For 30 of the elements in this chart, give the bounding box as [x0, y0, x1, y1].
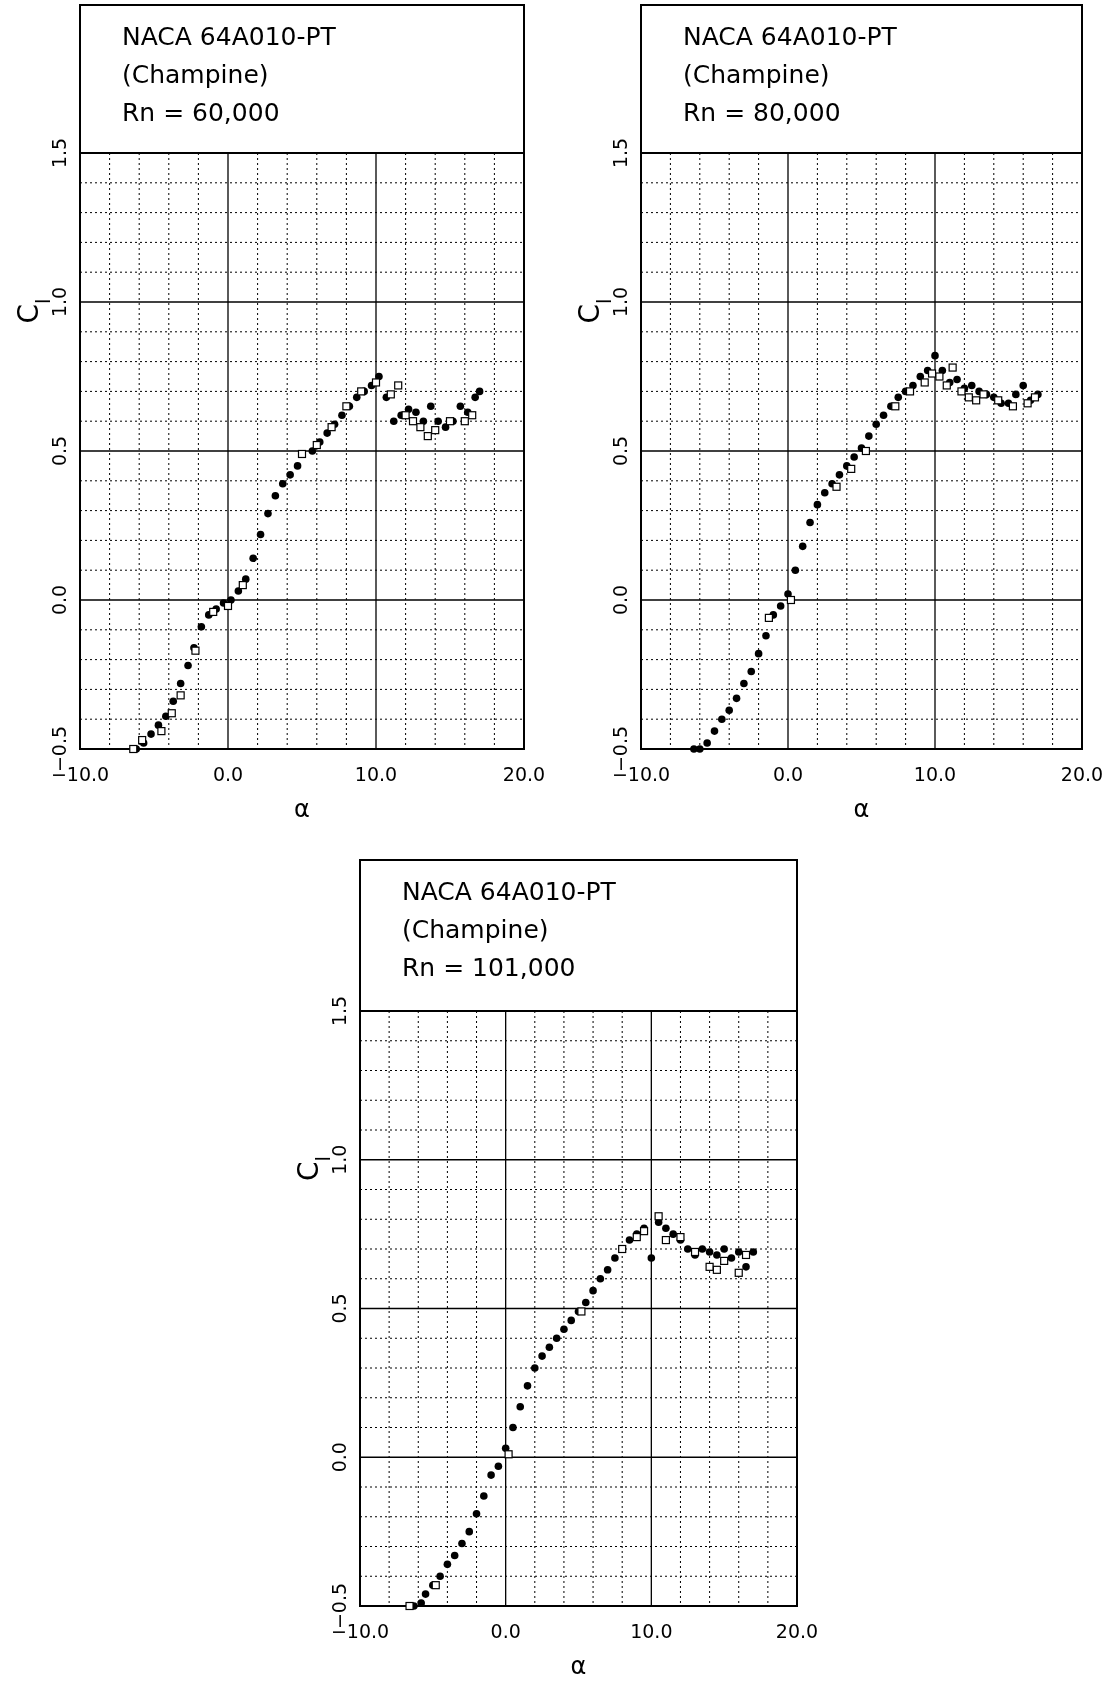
x-tick-label: 0.0	[490, 1620, 521, 1642]
y-tick-label: 1.5	[609, 137, 631, 169]
x-tick-label: 10.0	[913, 763, 957, 785]
y-tick-label: 0.5	[48, 435, 70, 467]
x-tick-label: 0.0	[772, 763, 804, 785]
chart-title: NACA 64A010-PT	[683, 22, 898, 51]
y-tick-label: 0.0	[609, 584, 631, 616]
x-axis-title: α	[853, 795, 870, 823]
x-axis-title: α	[570, 1652, 587, 1680]
y-tick-label: 0.5	[609, 435, 631, 467]
x-tick-label: 0.0	[212, 763, 244, 785]
y-tick-label: 0.0	[48, 584, 70, 616]
y-tick-label: 0.5	[328, 1293, 350, 1324]
y-tick-label: 1.5	[48, 137, 70, 169]
x-tick-label: 20.0	[775, 1620, 819, 1642]
chart-subtitle: (Champine)	[402, 915, 549, 944]
text: Rn = 80,000	[683, 98, 841, 127]
chart-title: NACA 64A010-PT	[122, 22, 337, 51]
x-axis-title: α	[294, 795, 310, 823]
y-tick-label: 1.5	[328, 995, 350, 1027]
x-tick-label: 20.0	[1060, 763, 1104, 785]
x-tick-label: 10.0	[630, 1620, 673, 1642]
x-tick-label: 10.0	[354, 763, 398, 785]
chart-subtitle: (Champine)	[122, 60, 269, 89]
x-tick-label: 20.0	[502, 763, 546, 785]
text: Rn = 60,000	[122, 98, 280, 127]
chart-title: NACA 64A010-PT	[402, 877, 617, 906]
chart-subtitle: (Champine)	[683, 60, 830, 89]
y-tick-label: 0.0	[328, 1442, 350, 1473]
text: Rn = 101,000	[402, 953, 576, 982]
